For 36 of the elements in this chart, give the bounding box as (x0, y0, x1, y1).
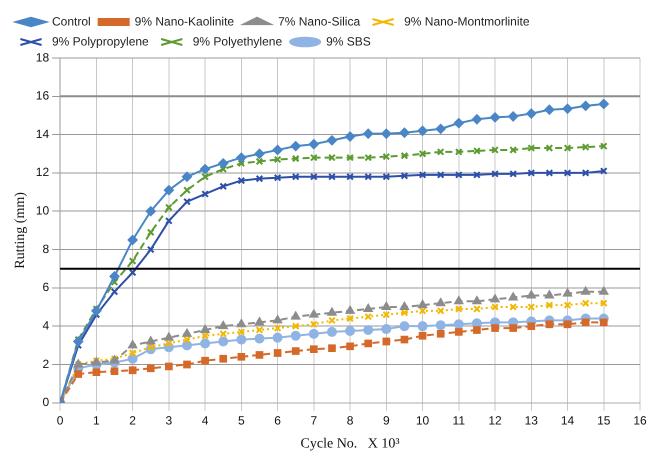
x-tick-label: 4 (202, 413, 209, 428)
y-tick-label: 2 (42, 356, 50, 371)
legend-label: Control (52, 14, 91, 28)
y-tick-label: 4 (42, 318, 50, 332)
x-tick-label: 12 (488, 413, 502, 428)
y-tick-label: 18 (36, 50, 50, 64)
x-tick-label: 15 (597, 413, 611, 428)
x-tick-label: 16 (633, 413, 647, 428)
y-tick-label: 0 (42, 395, 50, 410)
x-tick-label: 9 (382, 413, 390, 428)
x-tick-label: 14 (560, 413, 575, 428)
x-tick-label: 13 (524, 413, 538, 428)
x-tick-label: 0 (56, 413, 64, 428)
x-axis-title: Cycle No. X 10³ (300, 436, 400, 452)
x-tick-label: 1 (93, 413, 100, 428)
x-tick-label: 10 (416, 413, 430, 428)
y-tick-label: 10 (36, 204, 50, 218)
y-tick-label: 12 (36, 165, 50, 180)
legend-label: 7% Nano-Silica (278, 14, 360, 28)
x-tick-label: 3 (166, 413, 173, 428)
x-tick-label: 8 (346, 413, 354, 428)
y-axis-title: Rutting (mm) (13, 192, 28, 269)
x-tick-label: 2 (129, 413, 136, 428)
x-tick-label: 5 (238, 413, 246, 428)
legend-label: 9% Nano-Montmorlinite (404, 14, 530, 28)
x-tick-label: 7 (310, 413, 318, 428)
x-tick-label: 11 (452, 413, 466, 428)
legend-label: 9% SBS (326, 34, 371, 48)
legend-label: 9% Polypropylene (52, 34, 150, 48)
y-tick-label: 14 (36, 126, 50, 141)
legend-label: 9% Nano-Kaolinite (134, 14, 234, 28)
legend-label: 9% Polyethylene (192, 34, 282, 48)
y-tick-label: 8 (42, 242, 50, 256)
y-tick-label: 6 (42, 280, 50, 294)
x-tick-label: 6 (274, 413, 282, 428)
y-tick-label: 16 (36, 88, 50, 103)
